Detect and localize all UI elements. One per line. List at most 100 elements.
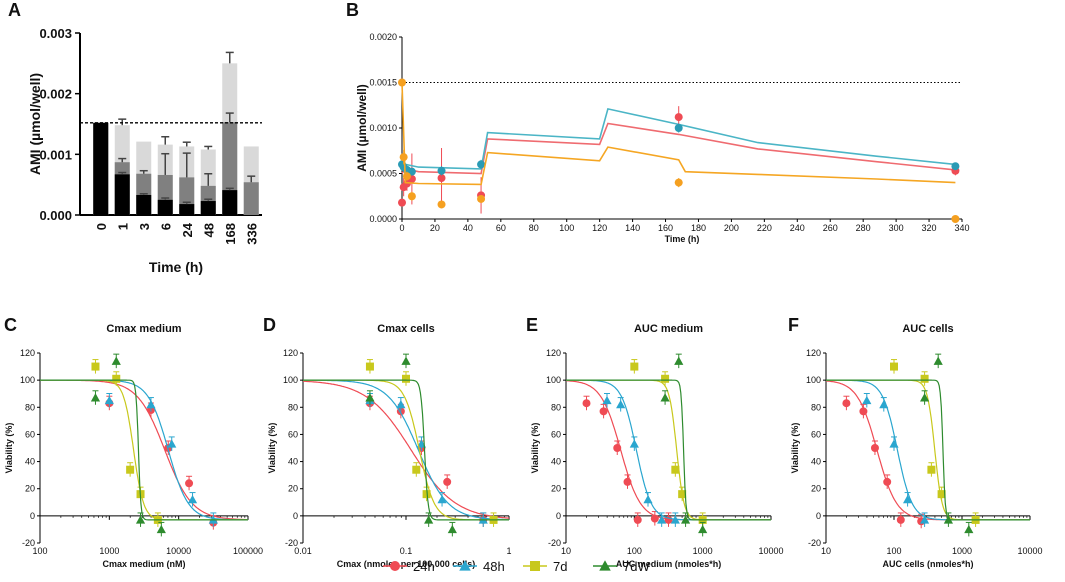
x-tick-label: 100	[32, 546, 47, 556]
data-point-orange	[402, 172, 411, 181]
bar-cells	[114, 174, 130, 215]
panel-letter: A	[8, 0, 21, 20]
x-tick-label: 100	[559, 223, 574, 233]
data-point-7dW	[90, 393, 101, 402]
x-tick-label: 100	[886, 546, 901, 556]
data-point-48h	[657, 515, 667, 524]
data-point-24h	[842, 399, 851, 408]
data-point-7dW	[674, 356, 684, 365]
bar-cells	[157, 199, 173, 215]
x-tick-label: 0	[399, 223, 404, 233]
data-point-7dW	[933, 356, 943, 365]
x-tick-label: 120	[592, 223, 607, 233]
data-point-7dW	[964, 524, 974, 534]
data-point-teal	[437, 166, 446, 175]
data-point-7d	[920, 374, 929, 383]
data-point-7dW	[447, 524, 457, 534]
y-tick-label: 40	[551, 457, 561, 467]
data-point-red	[398, 198, 406, 207]
y-tick-label: 120	[546, 348, 561, 358]
legend-label: 24h	[413, 559, 435, 574]
x-tick-label: 160	[658, 223, 673, 233]
x-tick-label: 40	[463, 223, 473, 233]
data-point-7dW	[401, 356, 411, 365]
panel-letter: F	[788, 315, 799, 335]
chart-title: Cmax cells	[377, 323, 434, 335]
chart-title: AUC cells	[902, 323, 953, 335]
x-tick-label: 168	[223, 223, 238, 245]
panel-d: D Cmax cells -20 0 20 40 60 80 100 120 0.01 0.1 1 Via…	[263, 315, 512, 569]
data-point-7dW	[135, 515, 146, 524]
y-axis-title: AMI (µmol/well)	[27, 73, 43, 175]
data-point-7d	[890, 362, 898, 371]
x-axis-title: AUC medium (nmoles*h)	[616, 559, 722, 569]
data-point-48h	[903, 494, 913, 504]
bar-cells	[179, 204, 195, 215]
panel-f: F AUC cells -20 0 20 40 60 80 100 120 10 100 1000 100…	[788, 315, 1043, 569]
model-line-teal	[401, 107, 956, 170]
data-point-7dW	[943, 515, 953, 524]
x-tick-label: 24	[180, 222, 195, 237]
y-tick-label: 0	[30, 511, 35, 521]
bar-cells	[136, 194, 152, 215]
legend-marker	[390, 561, 400, 571]
y-tick-label: 60	[25, 429, 35, 439]
data-point-48h	[187, 494, 198, 504]
x-tick-label: 60	[496, 223, 506, 233]
x-tick-label: 100000	[233, 546, 263, 556]
y-tick-label: 80	[25, 402, 35, 412]
y-tick-label: 0	[556, 511, 561, 521]
legend-label: 48h	[483, 559, 505, 574]
data-point-orange	[399, 153, 408, 162]
model-line-orange	[401, 82, 956, 186]
fit-curve-7dW	[303, 379, 509, 521]
x-tick-label: 340	[954, 223, 969, 233]
data-point-7d	[402, 374, 410, 383]
data-point-48h	[670, 515, 680, 524]
data-point-7d	[661, 374, 670, 383]
y-tick-label: 100	[20, 375, 35, 385]
data-point-orange	[951, 215, 960, 223]
data-point-7d	[365, 362, 374, 371]
y-tick-label: 0.0005	[369, 169, 397, 179]
data-point-24h	[613, 444, 622, 452]
data-point-48h	[862, 395, 872, 405]
data-point-7d	[671, 465, 680, 474]
legend-marker	[459, 560, 471, 571]
data-point-24h	[870, 444, 879, 452]
y-tick-label: 20	[811, 484, 821, 494]
y-tick-label: 120	[283, 348, 298, 358]
y-axis-title: AMI (µmol/well)	[355, 84, 369, 172]
data-point-24h	[859, 407, 868, 416]
data-point-7d	[678, 490, 687, 499]
panel-letter: D	[263, 315, 276, 335]
x-tick-label: 0.01	[294, 546, 312, 556]
y-tick-label: 0.0020	[369, 32, 397, 42]
data-point-7dW	[698, 524, 708, 534]
y-tick-label: 120	[20, 348, 35, 358]
y-tick-label: -20	[548, 538, 561, 548]
legend-marker	[530, 561, 540, 571]
y-tick-label: 40	[811, 457, 821, 467]
bar-cells	[222, 190, 238, 215]
x-axis-title: Time (h)	[665, 234, 700, 244]
data-point-48h	[396, 399, 406, 409]
data-point-48h	[889, 439, 899, 448]
data-point-7d	[422, 490, 431, 499]
y-tick-label: -20	[22, 538, 35, 548]
data-point-orange	[398, 78, 406, 87]
panel-b: B 0.0000 0.0005 0.0010 0.0015 0.0020 0 20 40 60 80…	[346, 0, 970, 244]
data-point-orange	[437, 200, 446, 209]
x-tick-label: 1000	[693, 546, 713, 556]
x-tick-label: 20	[430, 223, 440, 233]
y-tick-label: 0.002	[39, 87, 72, 102]
x-axis-title: AUC cells (nmoles*h)	[882, 559, 973, 569]
data-point-48h	[104, 395, 114, 405]
fit-curve-24h	[302, 380, 510, 519]
y-tick-label: 80	[551, 402, 561, 412]
data-point-24h	[443, 477, 452, 486]
panel-a: A 0.000 0.001 0.002 0.003 AMI (µmol/well) 0 1 3 6…	[8, 0, 262, 275]
x-tick-label: 240	[790, 223, 805, 233]
data-point-48h	[920, 515, 930, 524]
x-tick-label: 280	[856, 223, 871, 233]
